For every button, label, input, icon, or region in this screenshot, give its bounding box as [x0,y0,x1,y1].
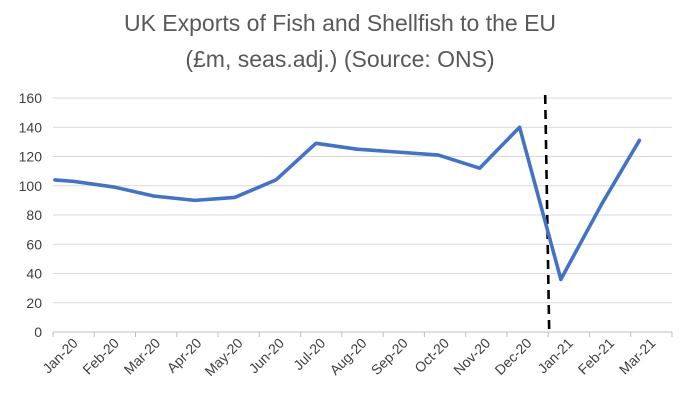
x-tick-label-nov-20: Nov-20 [450,335,493,378]
x-tick-label-jun-20: Jun-20 [246,335,288,377]
gridlines [53,97,672,304]
y-tick-label-100: 100 [19,178,43,194]
data-point [314,141,318,145]
x-tick-label-apr-20: Apr-20 [164,335,205,376]
x-tick-label-dec-20: Dec-20 [491,335,534,378]
x-tick-label-sep-20: Sep-20 [368,335,411,378]
dashed-marker-line [543,94,551,333]
y-tick-label-160: 160 [19,90,43,106]
data-point [355,147,359,151]
data-point [396,150,401,154]
x-tick-label-may-20: May-20 [201,335,245,379]
y-tick-label-140: 140 [19,119,43,135]
series-line-0 [53,125,642,282]
x-tick-label-aug-20: Aug-20 [326,335,369,378]
data-point [274,178,278,182]
y-tick-label-120: 120 [19,149,43,165]
y-tick-label-40: 40 [26,266,42,282]
data-point [72,179,76,183]
data-point [193,198,197,202]
x-tick-label-feb-20: Feb-20 [79,335,122,378]
chart-subtitle: (£m, seas.adj.) (Source: ONS) [185,46,495,72]
x-tick-label-oct-20: Oct-20 [411,335,452,376]
y-tick-label-0: 0 [34,324,42,340]
data-point [113,185,117,189]
x-tick-label-jan-21: Jan-21 [534,335,576,377]
y-tick-label-60: 60 [26,236,42,252]
data-point [637,138,641,143]
y-tick-label-20: 20 [26,295,42,311]
data-point [233,195,237,200]
data-point [517,125,522,129]
data-point [600,201,604,205]
x-tick-label-jan-20: Jan-20 [39,335,81,377]
data-point [559,277,563,281]
series [53,125,642,282]
x-tick-label-mar-20: Mar-20 [121,335,164,378]
data-point [53,178,57,182]
data-point [151,194,156,198]
y-tick-labels: 0 20 40 60 80 100 120 140 160 [19,90,43,340]
axes [52,331,673,337]
data-point [436,153,440,157]
y-tick-label-80: 80 [26,207,42,223]
chart-title: UK Exports of Fish and Shellfish to the … [123,10,557,36]
x-tick-label-jul-20: Jul-20 [290,335,328,373]
data-point [478,166,482,170]
x-tick-label-feb-21: Feb-21 [575,335,618,378]
brexit-marker [543,94,551,333]
x-tick-label-mar-21: Mar-21 [616,335,659,378]
